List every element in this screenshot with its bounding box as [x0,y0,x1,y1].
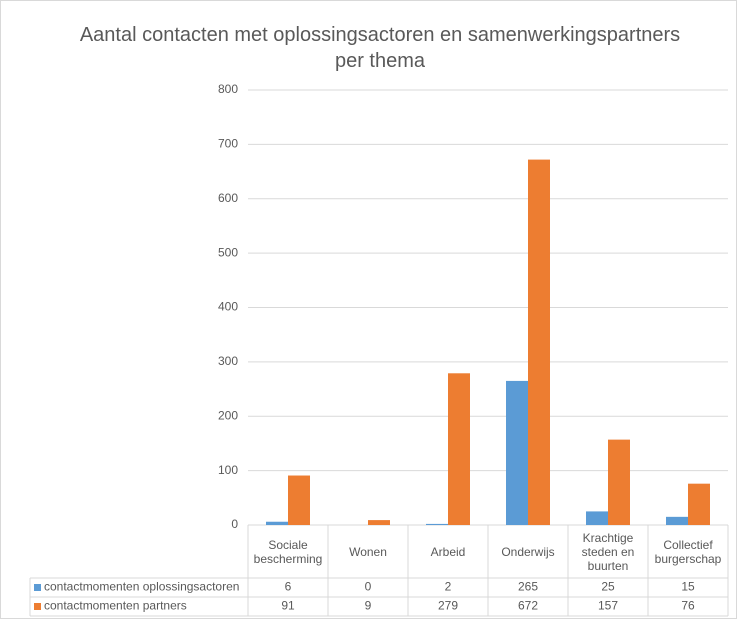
category-box: Collectief burgerschap [654,537,722,566]
table-value: 0 [365,580,372,594]
y-tick-label: 400 [218,300,238,314]
bar [506,380,528,525]
table-value: 91 [281,599,295,613]
y-tick-label: 800 [218,82,238,96]
bar [528,159,550,525]
x-tick-label: Arbeid [430,544,466,559]
category-box: Onderwijs [501,544,555,559]
table-value: 672 [518,599,538,613]
title-box: Aantal contacten met oplossingsactoren e… [79,24,681,72]
category-box: Arbeid [430,544,466,559]
bar [666,516,688,525]
bar [608,439,630,525]
table-value: 279 [438,599,458,613]
bar [426,523,448,525]
x-tick-label: Collectief burgerschap [654,537,722,566]
table-value: 2 [445,580,452,594]
table-value: 76 [681,599,695,613]
table-value: 25 [601,580,615,594]
category-box: Krachtige steden en buurten [581,530,635,573]
y-tick-label: 700 [218,137,238,151]
bar [448,373,470,525]
bar [288,475,310,525]
bar [368,520,390,525]
y-tick-label: 0 [231,517,238,531]
chart-title: Aantal contacten met oplossingsactoren e… [79,24,681,72]
legend-swatch [34,584,41,591]
y-tick-label: 200 [218,408,238,422]
bar [266,521,288,525]
x-tick-label: Krachtige steden en buurten [581,530,635,573]
table-value: 6 [285,580,292,594]
bar [688,483,710,525]
legend-swatch [34,603,41,610]
category-box: Wonen [349,544,387,559]
table-value: 9 [365,599,372,613]
y-tick-label: 100 [218,463,238,477]
y-tick-label: 600 [218,191,238,205]
x-tick-label: Onderwijs [501,544,555,559]
table-value: 265 [518,580,538,594]
x-tick-label: Sociale bescherming [253,537,323,566]
table-value: 157 [598,599,618,613]
legend-label: contactmomenten partners [44,599,187,613]
x-tick-label: Wonen [349,544,387,559]
category-box: Sociale bescherming [253,537,323,566]
bar [586,511,608,525]
y-tick-label: 300 [218,354,238,368]
y-tick-label: 500 [218,245,238,259]
legend-label: contactmomenten oplossingsactoren [44,580,239,594]
table-value: 15 [681,580,695,594]
